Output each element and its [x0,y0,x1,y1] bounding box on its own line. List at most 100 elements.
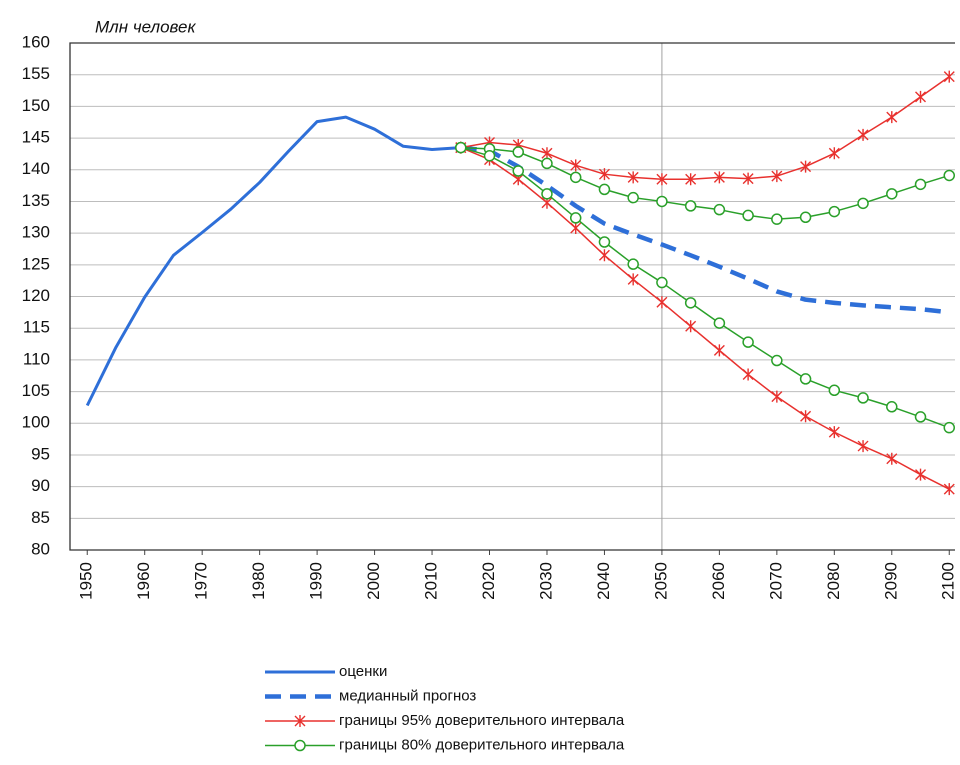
point [857,440,869,453]
legend-item: границы 80% доверительного интервала [265,736,625,753]
legend-label: границы 80% доверительного интервала [339,736,625,753]
x-tick-label: 2050 [651,562,670,600]
y-tick-label: 80 [31,539,50,558]
point [828,147,840,160]
point [800,410,812,423]
x-tick-label: 2010 [422,562,441,600]
point [713,344,725,357]
x-tick-label: 1960 [134,562,153,600]
point [742,368,754,381]
point [570,159,582,172]
y-tick-label: 90 [31,476,50,495]
x-tick-label: 1970 [192,562,211,600]
chart-title: Млн человек [95,17,197,36]
point [799,373,812,385]
point [857,197,869,210]
x-tick-label: 2090 [881,562,900,600]
point [886,452,898,465]
point [771,170,783,183]
point [598,168,610,181]
point [915,468,927,481]
point [943,421,956,434]
x-tick-label: 1980 [249,562,268,600]
y-tick-label: 95 [31,444,50,463]
point [915,90,927,103]
point [886,401,898,413]
point [685,320,697,333]
y-tick-label: 125 [22,254,50,273]
point [771,354,783,367]
point [570,222,582,235]
point [627,273,639,286]
y-tick-label: 160 [22,32,50,51]
x-tick-label: 2040 [594,562,613,600]
series-line [85,115,461,407]
point [656,276,668,289]
point [914,411,927,423]
point [598,236,611,248]
point [656,173,668,186]
x-tick-label: 2060 [709,562,728,600]
point [713,171,725,184]
y-tick-label: 140 [22,159,50,178]
x-tick-label: 1990 [307,562,326,600]
point [857,128,869,141]
legend-item: границы 95% доверительного интервала [265,712,625,729]
x-tick-label: 1950 [77,562,96,600]
y-tick-label: 135 [22,191,50,210]
point [914,178,927,191]
point [828,426,840,439]
y-tick-label: 85 [31,508,50,527]
point [512,146,524,158]
series-line [460,145,950,315]
y-tick-label: 105 [22,381,50,400]
point [455,141,467,154]
legend-marker [294,715,306,727]
legend-marker [294,739,306,752]
legend-item: медианный прогноз [265,687,476,704]
point [684,297,697,309]
x-tick-label: 2100 [939,562,958,600]
series-line-lower [460,146,950,429]
point [828,205,841,218]
point [598,183,611,196]
point [713,203,726,216]
point [541,147,553,160]
point [742,209,754,222]
series-line [460,75,950,181]
point [943,70,955,83]
point [685,173,697,186]
legend-label: медианный прогноз [339,687,476,704]
plot-frame [69,42,955,551]
point [828,384,841,397]
point [627,258,639,270]
y-tick-label: 110 [23,349,50,368]
y-tick-label: 100 [22,413,50,432]
point [943,483,955,496]
point [627,191,639,204]
point [656,195,668,208]
x-tick-label: 2070 [766,562,785,600]
legend-label: оценки [339,663,387,680]
point [886,111,898,124]
point [569,212,582,224]
y-tick-label: 155 [22,64,50,83]
legend-label: границы 95% доверительного интервала [339,712,625,729]
y-tick-label: 115 [23,318,50,337]
legend-item: оценки [265,663,387,680]
point [627,171,639,184]
point [771,390,783,403]
point [483,150,496,162]
point [656,296,668,309]
y-tick-label: 130 [22,223,50,242]
point [742,172,754,185]
point [541,188,553,200]
x-tick-label: 2000 [364,562,383,600]
y-tick-label: 120 [22,286,50,305]
x-tick-label: 2020 [479,562,498,600]
point [598,249,610,262]
point [800,160,812,173]
point [713,317,726,329]
point [684,200,697,212]
